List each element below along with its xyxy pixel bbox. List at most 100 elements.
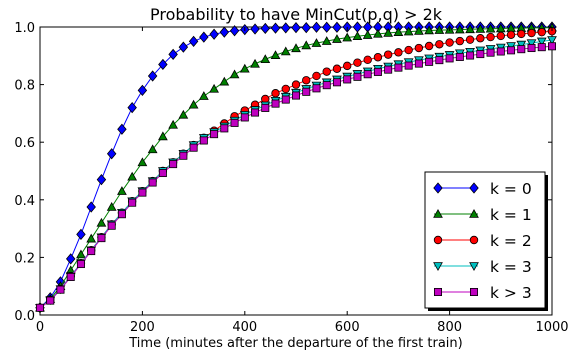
data-point-1-10 — [137, 157, 148, 167]
data-point-2-38 — [424, 41, 434, 51]
data-point-4-48 — [527, 44, 536, 53]
data-point-4-29 — [332, 78, 341, 87]
data-point-1-29 — [332, 34, 342, 43]
data-point-2-36 — [404, 45, 413, 55]
data-point-4-19 — [230, 118, 239, 127]
y-tick-label-5: 1.0 — [14, 21, 35, 36]
legend: k = 0 k = 1 k = 2 k = 3 k > 3 — [424, 171, 548, 311]
data-point-2-40 — [445, 38, 454, 47]
data-point-0-9 — [127, 102, 137, 114]
data-point-1-27 — [311, 38, 322, 47]
data-point-4-26 — [302, 87, 311, 96]
data-point-0-19 — [229, 25, 240, 37]
data-point-0-6 — [96, 174, 107, 186]
data-point-4-22 — [261, 103, 270, 112]
data-point-0-11 — [147, 70, 158, 82]
x-tick-label-3: 600 — [335, 320, 360, 335]
data-point-4-11 — [148, 178, 157, 187]
data-point-0-22 — [260, 22, 271, 35]
data-point-1-23 — [270, 50, 281, 59]
data-point-1-11 — [147, 144, 158, 154]
data-point-1-39 — [434, 25, 445, 34]
data-point-3-49 — [536, 37, 547, 47]
data-point-4-30 — [343, 75, 352, 84]
data-point-1-25 — [291, 43, 301, 53]
data-point-4-3 — [66, 272, 75, 281]
data-point-4-13 — [169, 160, 178, 169]
data-point-1-12 — [158, 131, 168, 141]
data-point-1-14 — [178, 109, 189, 119]
data-point-4-17 — [210, 130, 219, 139]
data-point-4-44 — [486, 48, 495, 57]
x-tick-label-4: 800 — [437, 320, 462, 335]
data-point-2-45 — [496, 31, 505, 41]
data-point-0-13 — [168, 48, 178, 60]
data-point-2-44 — [486, 32, 495, 42]
data-point-2-41 — [455, 36, 465, 46]
data-point-1-7 — [106, 201, 117, 211]
data-point-1-6 — [96, 217, 107, 227]
data-point-4-32 — [363, 70, 372, 79]
data-point-1-41 — [454, 24, 465, 34]
data-point-2-42 — [465, 35, 475, 44]
data-point-1-21 — [250, 58, 260, 68]
data-point-4-2 — [56, 285, 65, 294]
data-point-4-24 — [281, 95, 290, 104]
data-point-0-12 — [158, 58, 168, 71]
data-point-1-30 — [342, 32, 353, 42]
data-point-4-46 — [507, 46, 516, 55]
data-point-2-33 — [373, 53, 383, 62]
data-point-3-47 — [516, 40, 527, 50]
data-point-1-8 — [117, 186, 127, 195]
data-point-2-24 — [281, 84, 290, 94]
data-point-4-49 — [537, 43, 546, 52]
data-point-1-22 — [260, 54, 271, 64]
data-point-0-26 — [301, 21, 311, 34]
ticks-layer: 0 200 400 600 800 1000 0.0 0.2 0.4 0.6 0.8 1.0 — [14, 21, 568, 335]
data-point-4-38 — [425, 57, 434, 66]
data-point-1-16 — [198, 91, 209, 100]
legend-marker-3 — [433, 262, 443, 272]
data-point-4-25 — [291, 91, 300, 100]
legend-marker-end-3 — [469, 262, 479, 272]
data-point-4-23 — [271, 99, 280, 108]
data-point-1-42 — [465, 24, 475, 34]
data-point-1-13 — [168, 119, 178, 129]
data-point-2-29 — [332, 64, 342, 73]
data-point-4-9 — [128, 198, 137, 207]
data-point-1-26 — [301, 40, 312, 50]
y-tick-label-2: 0.4 — [14, 194, 35, 209]
data-point-0-8 — [117, 123, 127, 135]
x-axis-label: Time (minutes after the departure of the… — [128, 336, 462, 351]
legend-marker-end-1 — [469, 208, 479, 218]
data-point-4-27 — [312, 84, 321, 93]
data-point-4-8 — [117, 210, 126, 219]
data-point-1-44 — [485, 23, 496, 33]
data-point-4-47 — [517, 45, 526, 54]
y-tick-label-4: 0.8 — [14, 79, 35, 94]
data-point-4-4 — [76, 260, 85, 269]
data-point-0-15 — [188, 35, 199, 48]
data-point-1-35 — [393, 27, 404, 36]
data-point-4-42 — [466, 51, 475, 60]
data-point-4-39 — [435, 56, 444, 65]
data-point-0-17 — [209, 28, 219, 40]
data-point-2-28 — [322, 67, 331, 76]
legend-marker-0 — [433, 182, 443, 194]
legend-marker-end-2 — [469, 235, 479, 245]
legend-marker-2 — [433, 235, 443, 245]
data-point-1-34 — [383, 28, 394, 37]
data-point-4-43 — [476, 50, 485, 59]
data-point-0-29 — [332, 21, 342, 33]
data-point-1-32 — [362, 30, 373, 39]
data-point-2-26 — [302, 76, 311, 85]
y-tick-label-1: 0.2 — [14, 251, 35, 266]
data-point-1-15 — [188, 99, 199, 109]
data-point-2-39 — [435, 40, 444, 49]
data-point-1-24 — [280, 46, 291, 56]
legend-label-4: k > 3 — [490, 284, 532, 302]
data-point-0-10 — [137, 84, 148, 96]
data-point-2-31 — [353, 58, 362, 67]
data-point-2-30 — [343, 61, 352, 71]
data-point-2-43 — [476, 34, 485, 43]
